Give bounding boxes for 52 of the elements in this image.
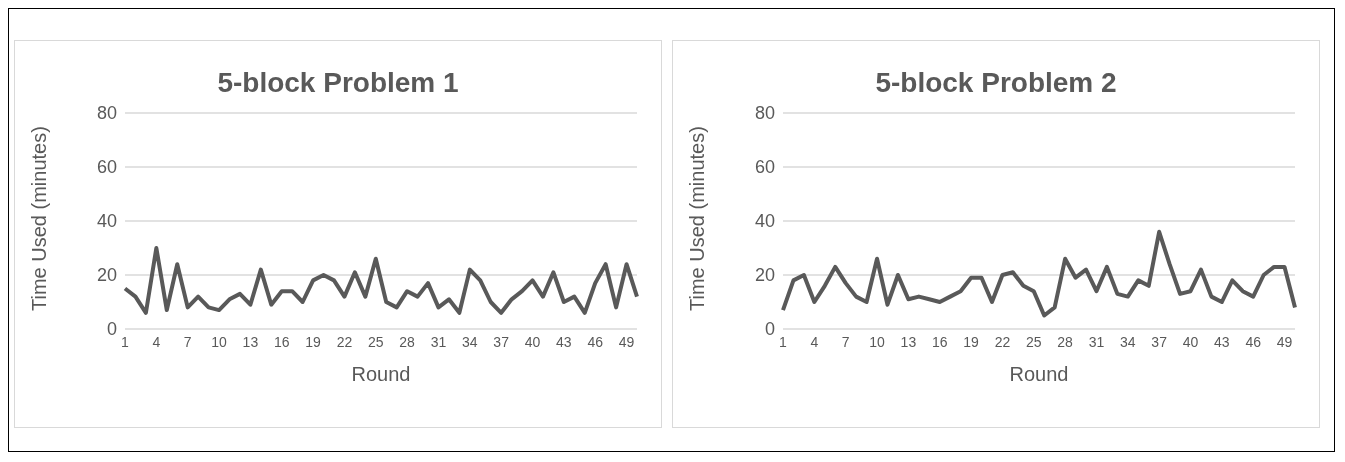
x-tick-label: 34 [1120, 333, 1136, 350]
y-tick-label: 40 [96, 211, 117, 232]
x-tick-label: 40 [524, 333, 541, 350]
x-tick-label: 28 [1057, 333, 1074, 350]
x-tick-label: 49 [618, 333, 635, 350]
x-tick-label: 25 [1025, 333, 1042, 350]
x-tick-label: 46 [1245, 333, 1262, 350]
x-tick-label: 25 [367, 333, 384, 350]
x-tick-label: 43 [556, 333, 572, 350]
x-tick-label: 13 [900, 333, 917, 350]
x-tick-label: 4 [810, 333, 819, 350]
y-tick-label: 20 [96, 265, 117, 286]
x-tick-label: 19 [963, 333, 980, 350]
y-tick-label: 60 [754, 157, 775, 178]
y-tick-label: 60 [96, 157, 117, 178]
y-axis-title: Time Used (minutes) [28, 126, 51, 311]
y-tick-label: 0 [764, 319, 775, 340]
x-axis-title: Round [1009, 363, 1069, 385]
line-series [123, 246, 639, 315]
x-tick-label: 49 [1276, 333, 1293, 350]
x-tick-label: 4 [152, 333, 161, 350]
x-tick-label: 7 [183, 333, 192, 350]
x-tick-label: 16 [273, 333, 290, 350]
chart-title: 5-block Problem 1 [216, 67, 460, 99]
x-tick-label: 37 [493, 333, 510, 350]
y-tick-label: 0 [106, 319, 117, 340]
x-tick-label: 22 [994, 333, 1011, 350]
x-tick-label: 19 [305, 333, 322, 350]
x-tick-label: 28 [399, 333, 416, 350]
x-tick-label: 22 [336, 333, 353, 350]
x-tick-label: 10 [211, 333, 228, 350]
x-tick-label: 31 [1088, 333, 1105, 350]
y-tick-label: 20 [754, 265, 775, 286]
x-tick-label: 40 [1182, 333, 1199, 350]
y-axis-title: Time Used (minutes) [686, 126, 709, 311]
x-tick-label: 43 [1214, 333, 1230, 350]
y-tick-label: 80 [96, 103, 117, 124]
x-tick-label: 46 [587, 333, 604, 350]
x-tick-label: 13 [242, 333, 259, 350]
chart-title: 5-block Problem 2 [874, 67, 1118, 99]
x-tick-label: 31 [430, 333, 447, 350]
x-tick-label: 10 [869, 333, 886, 350]
x-tick-label: 37 [1151, 333, 1168, 350]
x-tick-label: 16 [931, 333, 948, 350]
y-tick-label: 80 [754, 103, 775, 124]
x-tick-label: 1 [779, 333, 788, 350]
x-axis-title: Round [351, 363, 411, 385]
y-tick-label: 40 [754, 211, 775, 232]
x-tick-label: 1 [121, 333, 130, 350]
line-series [781, 229, 1297, 318]
x-tick-label: 7 [841, 333, 850, 350]
x-tick-label: 34 [462, 333, 478, 350]
